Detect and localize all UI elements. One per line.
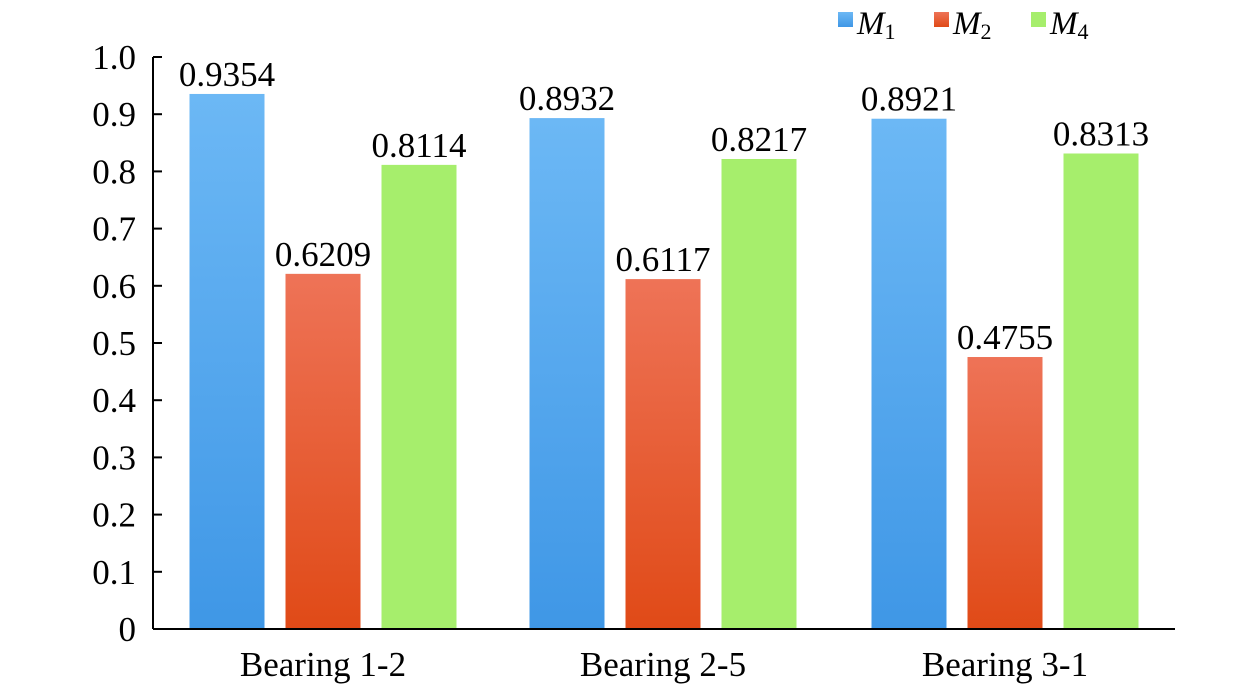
data-labels: 0.9354 0.6209 0.8114 0.8932 0.6117 0.8217 0.89… — [179, 55, 1149, 357]
x-tick-label: Bearing 1-2 — [240, 645, 406, 684]
legend-label-m1: M1 — [856, 6, 896, 44]
bar-m2-2 — [625, 279, 701, 629]
legend-label-m4: M4 — [1049, 6, 1089, 44]
y-tick-label: 0.4 — [92, 381, 136, 420]
bar-m1-1 — [189, 93, 265, 630]
legend-swatch-m1 — [838, 12, 853, 27]
y-tick-label: 1.0 — [92, 38, 136, 77]
y-tick-label: 0.7 — [92, 210, 136, 249]
y-tick-label: 0.2 — [92, 496, 136, 535]
data-label-m2-3: 0.4755 — [957, 318, 1053, 357]
y-tick-label: 0.5 — [92, 324, 136, 363]
bar-m1-3 — [871, 118, 947, 629]
legend-label-m2: M2 — [952, 6, 992, 44]
y-tick-label: 0.9 — [92, 95, 136, 134]
bar-m4-2 — [721, 158, 797, 629]
data-label-m1-1: 0.9354 — [179, 55, 275, 94]
legend-subscript: 4 — [1078, 19, 1089, 44]
data-label-m2-2: 0.6117 — [616, 240, 711, 279]
bar-m1-2 — [529, 118, 605, 629]
y-tick-label: 0 — [119, 610, 137, 649]
legend-subscript: 1 — [885, 19, 896, 44]
legend-swatch-m4 — [1031, 12, 1046, 27]
x-tick-label: Bearing 3-1 — [922, 645, 1088, 684]
data-label-m1-2: 0.8932 — [519, 79, 615, 118]
data-label-m4-3: 0.8313 — [1053, 114, 1149, 153]
legend-swatch-m2 — [934, 12, 949, 27]
data-label-m4-2: 0.8217 — [711, 120, 807, 159]
legend: M1 M2 M4 — [838, 6, 1089, 44]
y-tick-label: 0.6 — [92, 267, 136, 306]
legend-subscript: 2 — [981, 19, 992, 44]
bars — [189, 93, 1139, 630]
bar-m2-3 — [967, 357, 1043, 629]
y-tick-label: 0.1 — [92, 553, 136, 592]
bar-m4-3 — [1063, 153, 1139, 629]
data-label-m2-1: 0.6209 — [275, 235, 371, 274]
bar-m2-1 — [285, 273, 361, 629]
data-label-m4-1: 0.8114 — [372, 126, 467, 165]
bar-m4-1 — [381, 164, 457, 629]
y-tick-label: 0.3 — [92, 438, 136, 477]
axes: Bearing 1-2 Bearing 2-5 Bearing 3-1 0 0.1 0.2… — [92, 38, 1175, 684]
x-tick-label: Bearing 2-5 — [580, 645, 746, 684]
y-tick-label: 0.8 — [92, 152, 136, 191]
data-label-m1-3: 0.8921 — [861, 80, 957, 119]
